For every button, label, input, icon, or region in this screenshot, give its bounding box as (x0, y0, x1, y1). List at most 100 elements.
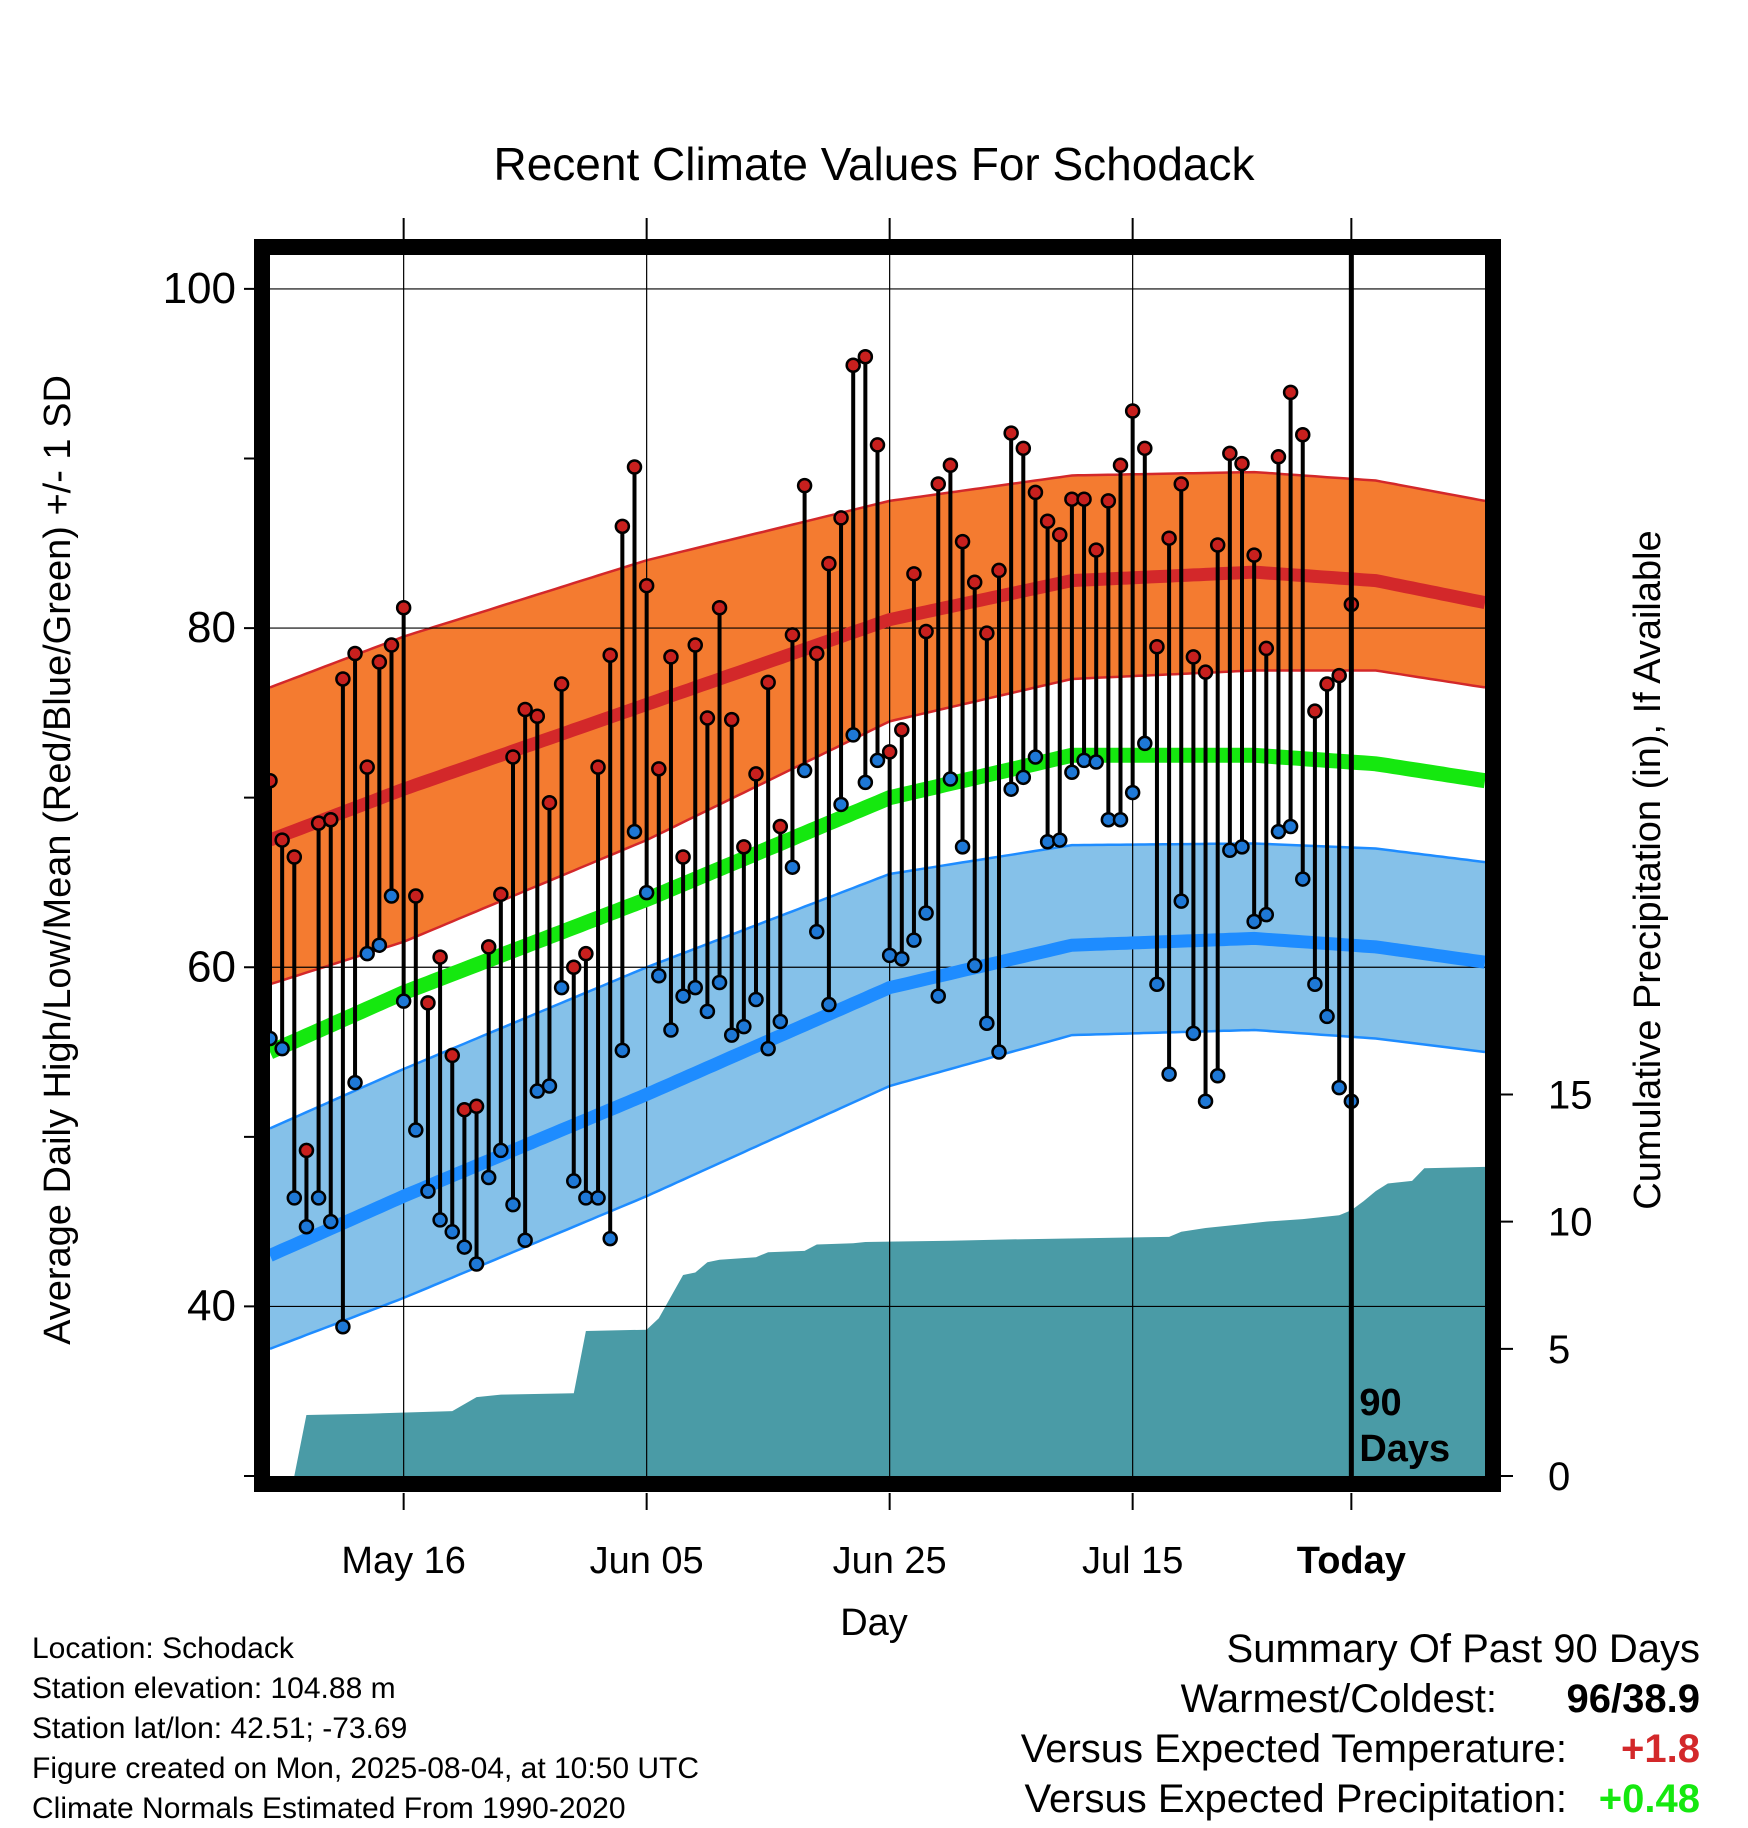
info-elevation: Station elevation: 104.88 m (32, 1672, 396, 1705)
high-point (626, 459, 643, 475)
high-point (651, 761, 667, 777)
high-point (991, 562, 1007, 579)
summary-temp-label: Versus Expected Temperature: (1021, 1727, 1567, 1771)
low-point (432, 1212, 448, 1228)
high-point (323, 811, 339, 828)
low-point (1124, 784, 1141, 801)
low-point (638, 884, 655, 901)
high-point (942, 457, 959, 474)
high-point (1076, 491, 1092, 507)
high-point (699, 710, 716, 726)
high-point (1137, 440, 1153, 457)
high-point (432, 949, 448, 965)
x-tick-label: Jul 15 (1082, 1540, 1183, 1582)
y-tick-label: 80 (187, 603, 236, 652)
low-point (942, 771, 959, 787)
high-point (930, 476, 946, 492)
x-axis-label: Day (840, 1602, 908, 1644)
low-point (626, 823, 643, 840)
high-point (954, 533, 971, 550)
low-point (979, 1015, 995, 1031)
low-point (541, 1078, 558, 1094)
high-point (1161, 530, 1177, 546)
low-point (760, 1040, 776, 1057)
high-point (1258, 640, 1275, 657)
high-point (784, 627, 801, 643)
high-point (687, 637, 703, 653)
info-normals: Climate Normals Estimated From 1990-2020 (32, 1792, 626, 1825)
observations (262, 349, 1360, 1335)
low-point (310, 1190, 327, 1206)
high-point (1100, 493, 1117, 509)
low-point (274, 1040, 290, 1057)
window-label-line: Days (1359, 1428, 1450, 1470)
low-sd-band (270, 843, 1485, 1349)
low-point (1112, 811, 1129, 828)
summary-precip-value: +0.48 (1599, 1777, 1700, 1821)
high-point (1197, 664, 1214, 680)
low-point (784, 859, 801, 875)
high-point (1173, 476, 1189, 492)
summary-warmest-label: Warmest/Coldest: (1181, 1677, 1497, 1721)
high-point (1295, 427, 1311, 443)
high-point (274, 832, 290, 848)
high-point (493, 886, 509, 903)
low-point (1088, 754, 1104, 770)
high-point (966, 574, 983, 591)
high-point (857, 349, 874, 365)
summary-panel: Summary Of Past 90 Days Warmest/Coldest:… (1021, 1627, 1700, 1821)
low-point (663, 1022, 679, 1038)
window-label-line: 90 (1359, 1382, 1401, 1424)
high-point (1052, 527, 1068, 543)
low-point (371, 937, 388, 953)
low-point (1331, 1079, 1347, 1096)
window-label: 90 Days (1359, 1382, 1450, 1470)
low-point (480, 1169, 497, 1186)
low-point (566, 1173, 582, 1189)
y2-tick-label: 10 (1548, 1201, 1593, 1245)
low-point (772, 1013, 789, 1030)
low-point (456, 1239, 473, 1255)
low-point (1015, 769, 1032, 786)
summary-precip-label: Versus Expected Precipitation: (1024, 1777, 1567, 1821)
high-point (1039, 513, 1056, 529)
low-point (991, 1044, 1007, 1060)
low-point (723, 1027, 740, 1043)
station-info: Location: Schodack Station elevation: 10… (32, 1632, 699, 1825)
high-point (760, 674, 776, 691)
x-tick-label: Jun 25 (833, 1540, 947, 1582)
low-point (736, 1018, 752, 1035)
high-point (359, 759, 375, 775)
high-point (1015, 440, 1032, 457)
y2-tick-label: 5 (1548, 1328, 1570, 1372)
y-tick-label: 60 (187, 942, 236, 991)
x-tick-label: Jun 05 (590, 1540, 704, 1582)
low-point (894, 951, 910, 967)
high-point (1124, 403, 1141, 419)
y-axis-label: Average Daily High/Low/Mean (Red/Blue/Gr… (37, 375, 79, 1345)
high-point (1234, 455, 1250, 472)
plot-frame (254, 239, 1501, 1492)
low-point (323, 1213, 339, 1230)
low-point (1076, 752, 1092, 769)
high-point (286, 849, 303, 865)
low-point (1039, 834, 1056, 850)
low-point (359, 945, 375, 962)
info-latlon: Station lat/lon: 42.51; -73.69 (32, 1712, 407, 1745)
high-point (1003, 425, 1019, 441)
high-point (736, 839, 752, 855)
y-axis: 40 60 80 100 (163, 264, 262, 1477)
low-point (1052, 832, 1068, 848)
y2-tick-label: 15 (1548, 1073, 1593, 1117)
high-point (711, 599, 728, 616)
low-point (699, 1003, 716, 1020)
low-point (1258, 906, 1275, 923)
summary-temp-value: +1.8 (1621, 1727, 1700, 1771)
low-normal-line (267, 931, 1486, 1262)
low-point (383, 888, 400, 904)
low-point (1319, 1008, 1335, 1025)
plot-area (262, 247, 1487, 1476)
low-point (1003, 781, 1019, 797)
low-point (553, 979, 570, 996)
high-point (772, 818, 789, 835)
